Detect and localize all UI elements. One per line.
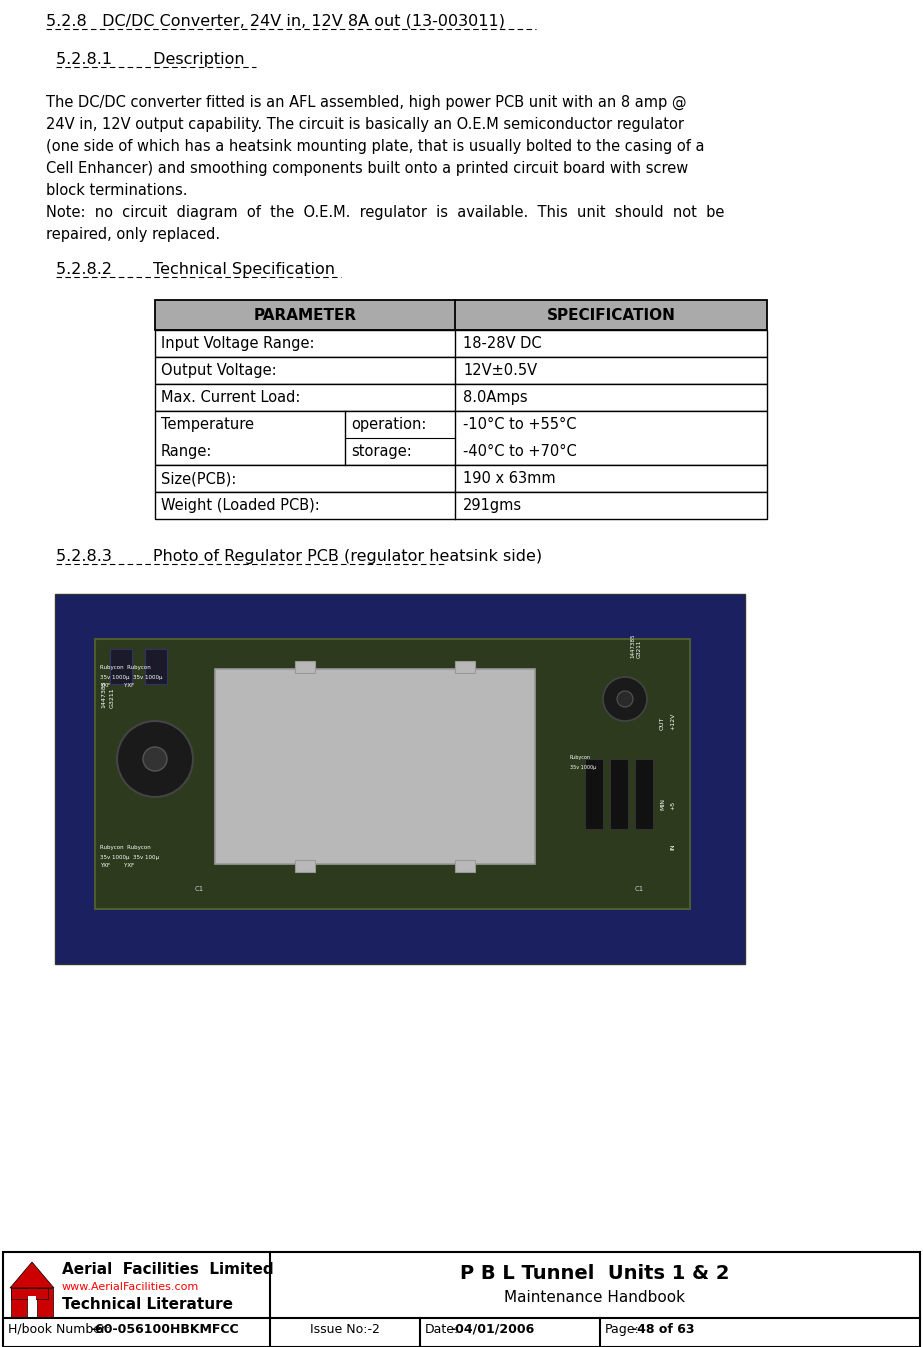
Text: Rubycon  Rubycon: Rubycon Rubycon	[100, 845, 150, 850]
Text: 12V±0.5V: 12V±0.5V	[463, 362, 537, 379]
Bar	[95, 638, 690, 909]
Text: Rubycon: Rubycon	[570, 756, 591, 760]
Text: G3211: G3211	[110, 687, 115, 709]
Text: Cell Enhancer) and smoothing components built onto a printed circuit board with : Cell Enhancer) and smoothing components …	[46, 162, 689, 176]
Text: -10°C to +55°C: -10°C to +55°C	[463, 418, 577, 432]
Bar	[455, 859, 475, 872]
Text: 5.2.8.1        Description: 5.2.8.1 Description	[56, 53, 245, 67]
Text: +12V: +12V	[670, 713, 675, 730]
Text: 18-28V DC: 18-28V DC	[463, 335, 542, 352]
Bar	[11, 1288, 27, 1317]
Text: H/book Number:: H/book Number:	[8, 1323, 110, 1336]
Text: OUT: OUT	[660, 717, 665, 730]
Text: storage:: storage:	[351, 445, 412, 459]
Bar	[155, 330, 767, 357]
Text: Date:: Date:	[425, 1323, 460, 1336]
Text: Issue No:-2: Issue No:-2	[310, 1323, 380, 1336]
Text: Weight (Loaded PCB):: Weight (Loaded PCB):	[161, 498, 319, 513]
Text: 35v 1000µ: 35v 1000µ	[570, 765, 596, 770]
Text: block terminations.: block terminations.	[46, 183, 187, 198]
Text: -48 of 63: -48 of 63	[632, 1323, 694, 1336]
Bar	[11, 1288, 48, 1299]
Bar	[28, 1296, 36, 1303]
Text: repaired, only replaced.: repaired, only replaced.	[46, 228, 220, 242]
Text: +5: +5	[670, 801, 675, 810]
Text: 24V in, 12V output capability. The circuit is basically an O.E.M semiconductor r: 24V in, 12V output capability. The circu…	[46, 117, 684, 132]
Text: 35v 1000µ  35v 1000µ: 35v 1000µ 35v 1000µ	[100, 675, 162, 680]
Bar	[635, 758, 653, 828]
Text: Aerial  Facilities  Limited: Aerial Facilities Limited	[62, 1262, 273, 1277]
Text: 1447385: 1447385	[101, 680, 106, 709]
Text: PARAMETER: PARAMETER	[254, 307, 356, 322]
Polygon shape	[10, 1262, 54, 1288]
Text: (one side of which has a heatsink mounting plate, that is usually bolted to the : (one side of which has a heatsink mounti…	[46, 139, 704, 154]
Circle shape	[603, 678, 647, 721]
Text: Technical Literature: Technical Literature	[62, 1297, 233, 1312]
Bar	[610, 758, 628, 828]
Circle shape	[143, 748, 167, 770]
Bar	[110, 649, 132, 684]
Text: IN: IN	[670, 843, 675, 850]
Text: P B L Tunnel  Units 1 & 2: P B L Tunnel Units 1 & 2	[461, 1263, 730, 1282]
Bar	[145, 649, 167, 684]
Bar	[155, 492, 767, 519]
Text: C1: C1	[635, 886, 644, 892]
Text: Input Voltage Range:: Input Voltage Range:	[161, 335, 315, 352]
Text: Rubycon  Rubycon: Rubycon Rubycon	[100, 665, 150, 669]
Text: Page:: Page:	[605, 1323, 640, 1336]
Text: operation:: operation:	[351, 418, 426, 432]
Bar	[155, 384, 767, 411]
Text: YXF        YXF: YXF YXF	[100, 863, 134, 867]
Text: 1447385: 1447385	[630, 633, 635, 657]
Circle shape	[117, 721, 193, 797]
Text: Note:  no  circuit  diagram  of  the  O.E.M.  regulator  is  available.  This  u: Note: no circuit diagram of the O.E.M. r…	[46, 205, 725, 220]
Text: Temperature: Temperature	[161, 418, 254, 432]
Text: Size(PCB):: Size(PCB):	[161, 471, 236, 486]
Bar	[295, 859, 315, 872]
Text: The DC/DC converter fitted is an AFL assembled, high power PCB unit with an 8 am: The DC/DC converter fitted is an AFL ass…	[46, 96, 687, 110]
Bar	[155, 411, 767, 465]
Text: Range:: Range:	[161, 445, 212, 459]
Text: -04/01/2006: -04/01/2006	[450, 1323, 534, 1336]
Text: MIN: MIN	[660, 797, 665, 810]
Text: SPECIFICATION: SPECIFICATION	[546, 307, 676, 322]
Text: 291gms: 291gms	[463, 498, 522, 513]
Bar	[585, 758, 603, 828]
Text: Output Voltage:: Output Voltage:	[161, 362, 277, 379]
Text: C1: C1	[195, 886, 204, 892]
Bar	[155, 300, 767, 330]
Bar	[55, 594, 745, 964]
Bar	[37, 1288, 53, 1317]
Bar	[455, 661, 475, 674]
Text: -40°C to +70°C: -40°C to +70°C	[463, 445, 577, 459]
Bar	[155, 465, 767, 492]
Bar	[215, 669, 535, 863]
Text: YXF        YXF: YXF YXF	[100, 683, 134, 688]
Text: 35v 1000µ  35v 100µ: 35v 1000µ 35v 100µ	[100, 855, 159, 859]
Text: 8.0Amps: 8.0Amps	[463, 391, 528, 405]
Text: -60-056100HBKMFCC: -60-056100HBKMFCC	[90, 1323, 239, 1336]
Text: 5.2.8.3        Photo of Regulator PCB (regulator heatsink side): 5.2.8.3 Photo of Regulator PCB (regulato…	[56, 550, 542, 564]
Bar	[3, 1251, 920, 1347]
Bar	[155, 357, 767, 384]
Bar	[295, 661, 315, 674]
Text: Maintenance Handbook: Maintenance Handbook	[505, 1290, 686, 1305]
Circle shape	[617, 691, 633, 707]
Text: Max. Current Load:: Max. Current Load:	[161, 391, 300, 405]
Text: 5.2.8.2        Technical Specification: 5.2.8.2 Technical Specification	[56, 263, 335, 277]
Text: G3211: G3211	[637, 640, 642, 657]
Text: 5.2.8   DC/DC Converter, 24V in, 12V 8A out (13-003011): 5.2.8 DC/DC Converter, 24V in, 12V 8A ou…	[46, 13, 505, 30]
Text: www.AerialFacilities.com: www.AerialFacilities.com	[62, 1282, 199, 1292]
Text: 190 x 63mm: 190 x 63mm	[463, 471, 556, 486]
